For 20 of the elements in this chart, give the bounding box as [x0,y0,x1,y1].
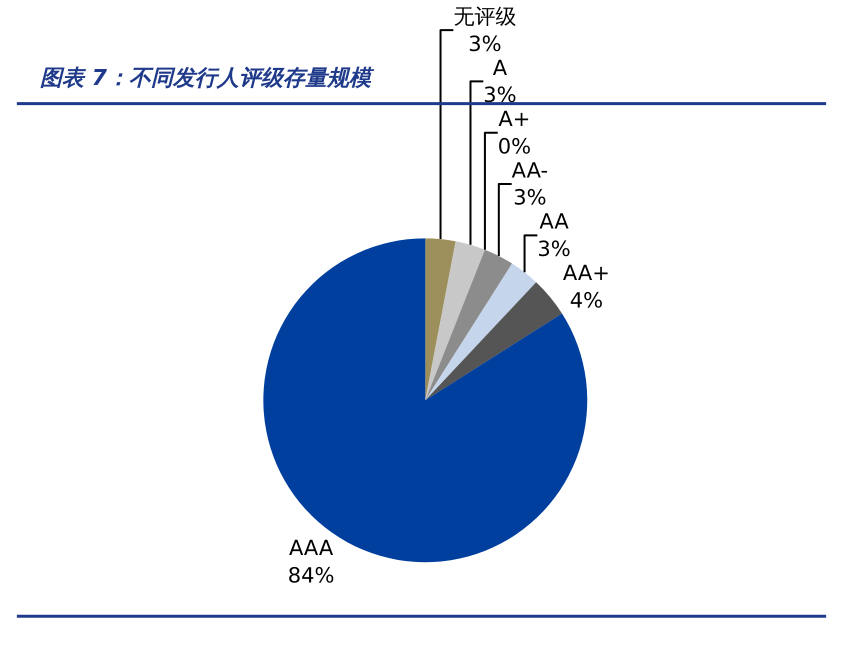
slice-label: AA- [512,158,548,182]
pie-slice [425,241,485,400]
pie-slice [425,250,512,400]
slice-label: AA [539,210,570,234]
data-label: 3% [468,32,502,56]
data-label: 84% [288,564,334,588]
data-label: 4% [570,288,604,312]
slice-label: AA+ [562,260,610,285]
data-label: 3% [537,236,571,261]
slice-label: AAA [288,536,334,560]
category-label: A+ [498,107,530,132]
text: 0% [498,134,532,158]
pie-slice [425,282,562,400]
pie-slice [425,264,536,400]
slice-label: A [492,56,508,80]
text: 图表 7：不同发行人评级存量规模 [40,66,375,91]
pie-slice [425,238,456,400]
slice-label: 无评级 [453,4,516,28]
data-label: 3% [513,186,547,210]
data-label: 3% [483,83,517,108]
